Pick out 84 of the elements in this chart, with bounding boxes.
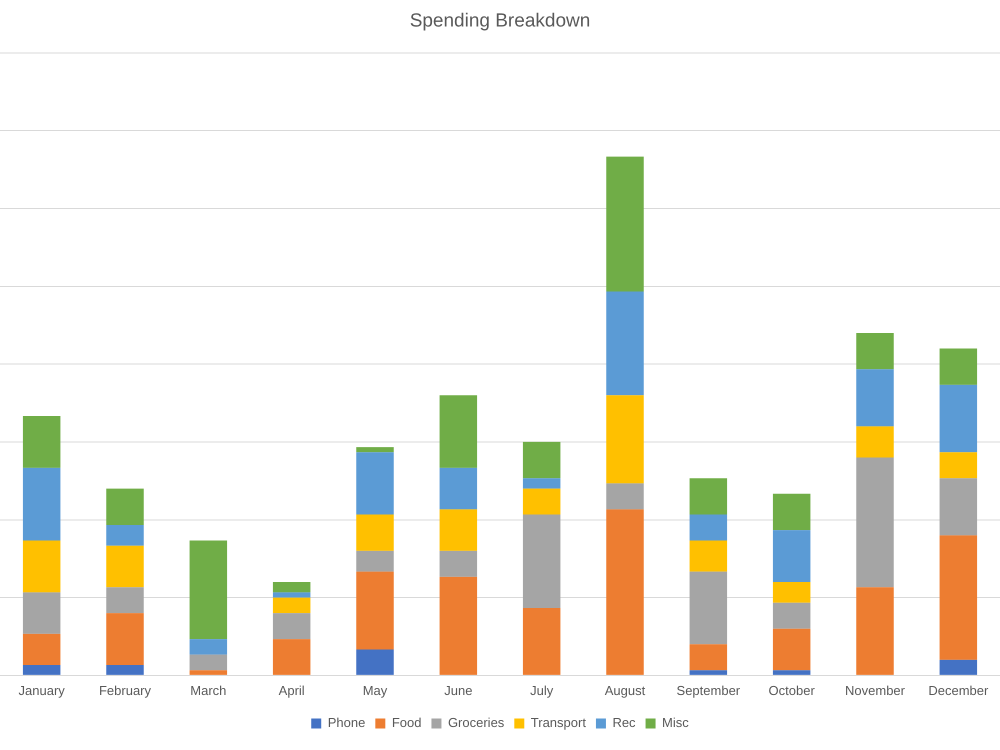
bar — [522, 442, 560, 478]
bar — [22, 665, 60, 675]
bar — [522, 608, 560, 675]
bar — [106, 587, 144, 614]
legend-label: Phone — [328, 715, 366, 730]
bar — [940, 478, 978, 536]
bar — [440, 509, 478, 551]
bar — [190, 654, 228, 670]
x-tick-label: June — [444, 682, 472, 698]
legend-label: Groceries — [448, 715, 505, 730]
bar — [356, 572, 394, 650]
bar — [856, 332, 894, 370]
bar — [272, 639, 310, 675]
bar — [22, 634, 60, 666]
bar — [272, 582, 310, 592]
bar — [940, 452, 978, 478]
bar — [272, 613, 310, 640]
bar — [772, 494, 810, 530]
legend-label: Transport — [530, 715, 586, 730]
bar — [606, 395, 644, 484]
bar — [772, 582, 810, 603]
bar — [856, 457, 894, 588]
x-tick-label: July — [530, 682, 554, 698]
bar — [690, 670, 728, 675]
x-tick-label: September — [676, 682, 741, 698]
x-tick-label: October — [768, 682, 816, 698]
bar — [690, 540, 728, 572]
bar — [522, 478, 560, 489]
bar — [772, 670, 810, 675]
bar — [356, 452, 394, 515]
bar — [690, 644, 728, 670]
bar — [22, 592, 60, 634]
bar — [22, 416, 60, 468]
bar — [106, 613, 144, 666]
bar — [690, 572, 728, 644]
bar — [356, 514, 394, 551]
x-tick-label: March — [190, 682, 226, 698]
x-tick-label: August — [604, 682, 646, 698]
bar — [106, 665, 144, 675]
bar — [772, 628, 810, 670]
bar — [272, 598, 310, 614]
bar — [606, 291, 644, 396]
bar — [856, 587, 894, 675]
bar — [106, 524, 144, 546]
chart-title: Spending Breakdown — [410, 10, 590, 32]
bar — [272, 592, 310, 598]
bar — [522, 488, 560, 515]
bar — [940, 384, 978, 452]
bar — [690, 478, 728, 515]
bar — [856, 369, 894, 426]
bar — [940, 660, 978, 675]
bar — [190, 540, 228, 640]
bar — [690, 514, 728, 541]
x-tick-label: December — [928, 682, 989, 698]
x-tick-label: January — [18, 682, 66, 698]
bar — [356, 550, 394, 572]
bar — [440, 550, 478, 577]
x-tick-label: February — [98, 682, 152, 698]
bar — [940, 348, 978, 385]
bar — [440, 468, 478, 510]
x-tick-label: November — [845, 682, 906, 698]
bar — [356, 649, 394, 675]
x-tick-label: April — [278, 682, 305, 698]
bar — [440, 576, 478, 675]
bar — [440, 395, 478, 468]
legend-label: Misc — [662, 715, 690, 730]
x-tick-label: May — [362, 682, 388, 698]
bar — [22, 468, 60, 541]
bar — [856, 426, 894, 458]
legend-label: Food — [392, 715, 422, 730]
bar — [22, 540, 60, 592]
legend-label: Rec — [612, 715, 636, 730]
bar — [106, 488, 144, 525]
bar — [190, 639, 228, 655]
bar — [772, 602, 810, 629]
bar — [106, 546, 144, 588]
bar — [606, 483, 644, 510]
bar — [522, 514, 560, 608]
bar — [606, 156, 644, 292]
bar — [356, 447, 394, 452]
bar — [606, 509, 644, 675]
bar — [190, 670, 228, 675]
bar — [940, 535, 978, 660]
bar — [772, 530, 810, 582]
